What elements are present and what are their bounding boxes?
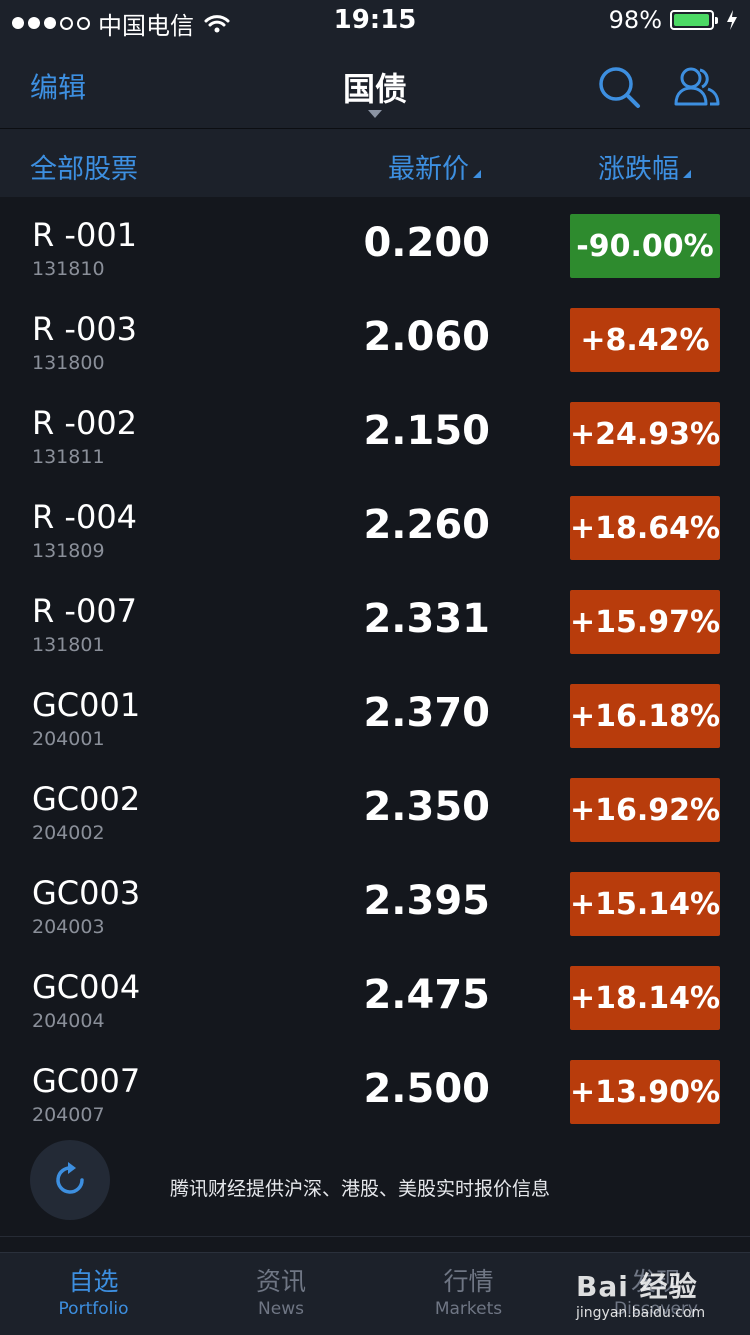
change-badge[interactable]: +8.42% xyxy=(570,308,720,372)
divider xyxy=(0,1236,750,1251)
status-bar: 中国电信 19:15 98% xyxy=(0,0,750,40)
stock-price: 2.500 xyxy=(363,1066,490,1112)
stock-price: 2.370 xyxy=(363,690,490,736)
carrier-label: 中国电信 xyxy=(98,12,194,40)
change-badge[interactable]: +16.18% xyxy=(570,684,720,748)
column-header: 全部股票 最新价 涨跌幅 xyxy=(0,129,750,197)
nav-bar: 编辑 国债 xyxy=(0,40,750,129)
tab-sublabel: Discovery xyxy=(614,1299,698,1319)
tab-sublabel: Markets xyxy=(434,1299,503,1319)
status-left: 中国电信 xyxy=(12,6,230,41)
stock-code: 204001 xyxy=(32,728,105,750)
stock-code: 204003 xyxy=(32,916,105,938)
tab-markets[interactable]: 行情 Markets xyxy=(375,1267,562,1321)
stock-price: 2.350 xyxy=(363,784,490,830)
change-badge[interactable]: +24.93% xyxy=(570,402,720,466)
tab-discovery[interactable]: 发现 Discovery xyxy=(563,1267,750,1321)
change-badge[interactable]: +16.92% xyxy=(570,778,720,842)
stock-code: 131810 xyxy=(32,258,105,280)
change-badge[interactable]: +13.90% xyxy=(570,1060,720,1124)
sort-triangle-icon xyxy=(683,170,691,178)
wifi-icon xyxy=(204,14,230,32)
stock-row[interactable]: GC002 204002 2.350 +16.92% xyxy=(0,762,750,856)
stock-price: 2.150 xyxy=(363,408,490,454)
charging-icon xyxy=(727,10,737,30)
stock-code: 131800 xyxy=(32,352,105,374)
tab-bar: 自选 Portfolio 资讯 News 行情 Markets 发现 Discovery xyxy=(0,1252,750,1335)
battery-percent: 98% xyxy=(608,6,662,34)
tab-sublabel: Portfolio xyxy=(58,1299,129,1319)
refresh-icon xyxy=(56,1162,84,1194)
status-right: 98% xyxy=(609,6,738,34)
tab-portfolio[interactable]: 自选 Portfolio xyxy=(0,1267,187,1321)
tab-label: 发现 xyxy=(630,1267,681,1296)
all-stocks-header[interactable]: 全部股票 xyxy=(30,154,138,185)
stock-name: GC001 xyxy=(32,686,141,724)
change-badge[interactable]: -90.00% xyxy=(570,214,720,278)
edit-button[interactable]: 编辑 xyxy=(30,71,87,104)
stock-name: R -001 xyxy=(32,216,138,254)
stock-name: R -002 xyxy=(32,404,138,442)
change-pct-sort-header[interactable]: 涨跌幅 xyxy=(598,147,691,186)
tab-news[interactable]: 资讯 News xyxy=(188,1267,375,1321)
stock-code: 131811 xyxy=(32,446,105,468)
footer-note: 腾讯财经提供沪深、港股、美股实时报价信息 xyxy=(170,1178,551,1200)
stock-code: 204007 xyxy=(32,1104,105,1126)
stock-list: R -001 131810 0.200 -90.00% R -003 131800 2.06… xyxy=(0,198,750,1138)
stock-row[interactable]: GC003 204003 2.395 +15.14% xyxy=(0,856,750,950)
stock-name: GC004 xyxy=(32,968,141,1006)
search-icon[interactable] xyxy=(594,62,644,112)
title-dropdown-caret-icon[interactable] xyxy=(368,110,382,118)
contacts-icon[interactable] xyxy=(672,62,722,112)
watermark: Bai 经验 jingyan.baidu.com xyxy=(576,1270,706,1321)
change-badge[interactable]: +18.64% xyxy=(570,496,720,560)
stock-code: 131809 xyxy=(32,540,105,562)
stock-price: 2.395 xyxy=(363,878,490,924)
stock-row[interactable]: R -004 131809 2.260 +18.64% xyxy=(0,480,750,574)
stock-price: 2.475 xyxy=(363,972,490,1018)
stock-row[interactable]: GC001 204001 2.370 +16.18% xyxy=(0,668,750,762)
change-badge[interactable]: +18.14% xyxy=(570,966,720,1030)
stock-name: R -004 xyxy=(32,498,138,536)
stock-code: 204002 xyxy=(32,822,105,844)
stock-name: GC002 xyxy=(32,780,141,818)
stock-name: GC007 xyxy=(32,1062,141,1100)
stock-row[interactable]: R -007 131801 2.331 +15.97% xyxy=(0,574,750,668)
stock-price: 2.331 xyxy=(363,596,490,642)
stock-row[interactable]: GC004 204004 2.475 +18.14% xyxy=(0,950,750,1044)
stock-code: 204004 xyxy=(32,1010,105,1032)
change-badge[interactable]: +15.97% xyxy=(570,590,720,654)
tab-sublabel: News xyxy=(258,1299,304,1319)
stock-name: R -007 xyxy=(32,592,138,630)
latest-price-sort-header[interactable]: 最新价 xyxy=(388,147,481,186)
battery-icon xyxy=(670,10,718,30)
stock-price: 2.260 xyxy=(363,502,490,548)
refresh-button[interactable] xyxy=(30,1140,110,1220)
tab-label: 自选 xyxy=(68,1267,119,1296)
stock-row[interactable]: R -003 131800 2.060 +8.42% xyxy=(0,292,750,386)
stock-price: 2.060 xyxy=(363,314,490,360)
stock-code: 131801 xyxy=(32,634,105,656)
signal-dots-icon xyxy=(12,17,90,30)
tab-label: 行情 xyxy=(443,1267,494,1296)
stock-row[interactable]: GC007 204007 2.500 +13.90% xyxy=(0,1044,750,1138)
tab-label: 资讯 xyxy=(255,1267,306,1296)
stock-row[interactable]: R -001 131810 0.200 -90.00% xyxy=(0,198,750,292)
change-badge[interactable]: +15.14% xyxy=(570,872,720,936)
sort-triangle-icon xyxy=(473,170,481,178)
stock-row[interactable]: R -002 131811 2.150 +24.93% xyxy=(0,386,750,480)
stock-price: 0.200 xyxy=(363,220,490,266)
stock-name: R -003 xyxy=(32,310,138,348)
stock-name: GC003 xyxy=(32,874,141,912)
